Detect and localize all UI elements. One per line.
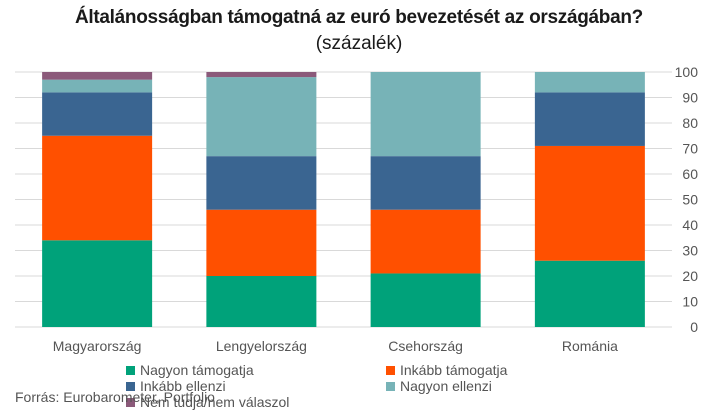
legend-label: Nem tudja/nem válaszol bbox=[140, 394, 290, 410]
bar-segment bbox=[370, 273, 481, 327]
legend-item: Inkább ellenzi bbox=[126, 378, 226, 394]
bar-segment bbox=[534, 72, 645, 93]
legend-item: Nagyon ellenzi bbox=[386, 378, 492, 394]
bar-segment bbox=[370, 72, 481, 157]
x-tick-label: Románia bbox=[562, 338, 618, 354]
x-tick-label: Lengyelország bbox=[216, 338, 307, 354]
bar-segment bbox=[42, 240, 153, 327]
y-tick-label: 40 bbox=[682, 217, 698, 233]
legend-item: Inkább támogatja bbox=[386, 362, 507, 378]
bar-segment bbox=[206, 77, 317, 157]
legend-item: Nem tudja/nem válaszol bbox=[126, 394, 289, 410]
bar-segment bbox=[534, 145, 645, 261]
y-tick-label: 0 bbox=[690, 319, 698, 335]
legend-label: Inkább támogatja bbox=[400, 362, 508, 378]
bar-segment bbox=[206, 209, 317, 276]
y-tick-label: 90 bbox=[682, 90, 698, 106]
chart-title: Általánosságban támogatná az euró beveze… bbox=[74, 7, 643, 28]
x-tick-label: Magyarország bbox=[53, 338, 142, 354]
y-tick-label: 70 bbox=[682, 141, 698, 157]
bar-segment bbox=[534, 260, 645, 327]
y-tick-label: 100 bbox=[675, 64, 699, 80]
bar-segment bbox=[42, 79, 153, 93]
y-tick-label: 20 bbox=[682, 268, 698, 284]
source-note: Forrás: Eurobarometer, Portfolio bbox=[15, 389, 215, 405]
legend-swatch bbox=[126, 381, 135, 391]
chart-subtitle: (százalék) bbox=[315, 33, 403, 54]
bar-segment bbox=[206, 72, 317, 78]
bar-segment bbox=[206, 276, 317, 327]
legend-swatch bbox=[126, 397, 135, 407]
y-tick-label: 80 bbox=[682, 115, 698, 131]
bar-segment bbox=[42, 135, 153, 241]
bar-segment bbox=[206, 156, 317, 210]
legend-swatch bbox=[386, 365, 395, 375]
legend-swatch bbox=[386, 381, 395, 391]
bar-segment bbox=[42, 92, 153, 136]
legend-label: Nagyon ellenzi bbox=[400, 378, 492, 394]
y-tick-label: 10 bbox=[682, 294, 698, 310]
legend-swatch bbox=[126, 365, 135, 375]
legend-label: Nagyon támogatja bbox=[140, 362, 254, 378]
y-tick-label: 30 bbox=[682, 243, 698, 259]
legend-label: Inkább ellenzi bbox=[140, 378, 226, 394]
bar-segment bbox=[370, 209, 481, 274]
bar-segment bbox=[370, 156, 481, 210]
bar-segment bbox=[42, 72, 153, 80]
legend-item: Nagyon támogatja bbox=[126, 362, 254, 378]
x-tick-label: Csehország bbox=[388, 338, 463, 354]
y-tick-label: 60 bbox=[682, 166, 698, 182]
bar-segment bbox=[534, 92, 645, 146]
y-tick-label: 50 bbox=[682, 192, 698, 208]
